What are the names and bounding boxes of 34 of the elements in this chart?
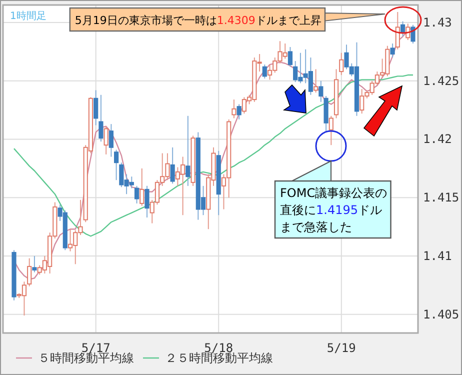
candlestick (410, 24, 416, 44)
candlestick (134, 185, 140, 204)
y-tick-label: 1.405 (423, 307, 460, 322)
candlestick (314, 68, 318, 94)
y-tick-label: 1.41 (423, 248, 452, 263)
annotation: 1時間足 (10, 10, 46, 22)
candlestick (170, 146, 175, 184)
legend-label: ５時間移動平均線 (38, 351, 134, 365)
candlestick (108, 124, 114, 158)
line-series (13, 74, 414, 237)
y-tick-label: 1.425 (423, 74, 460, 88)
y-tick-label: 1.415 (423, 190, 460, 205)
legend-label: ２５時間移動平均線 (165, 351, 273, 365)
y-tick-label: 1.43 (423, 16, 452, 30)
candlestick (395, 12, 400, 50)
candlestick (104, 126, 108, 155)
candlestick (262, 64, 267, 80)
candlestick (27, 258, 32, 287)
candlestick (186, 115, 190, 186)
candlestick (328, 115, 334, 146)
candlestick (232, 99, 236, 119)
candlestick (236, 104, 242, 120)
candlestick (114, 149, 119, 181)
candlestick (144, 185, 150, 218)
candlestick (339, 52, 344, 76)
candlestick (32, 255, 37, 273)
x-tick-label: 5/19 (326, 341, 356, 355)
y-tick-label: 1.42 (423, 132, 452, 146)
candlestick (318, 80, 324, 102)
candlestick (288, 46, 293, 68)
candlestick (140, 168, 144, 206)
candlestick (98, 94, 104, 142)
candlestick (94, 90, 98, 126)
candlestick (390, 43, 395, 58)
